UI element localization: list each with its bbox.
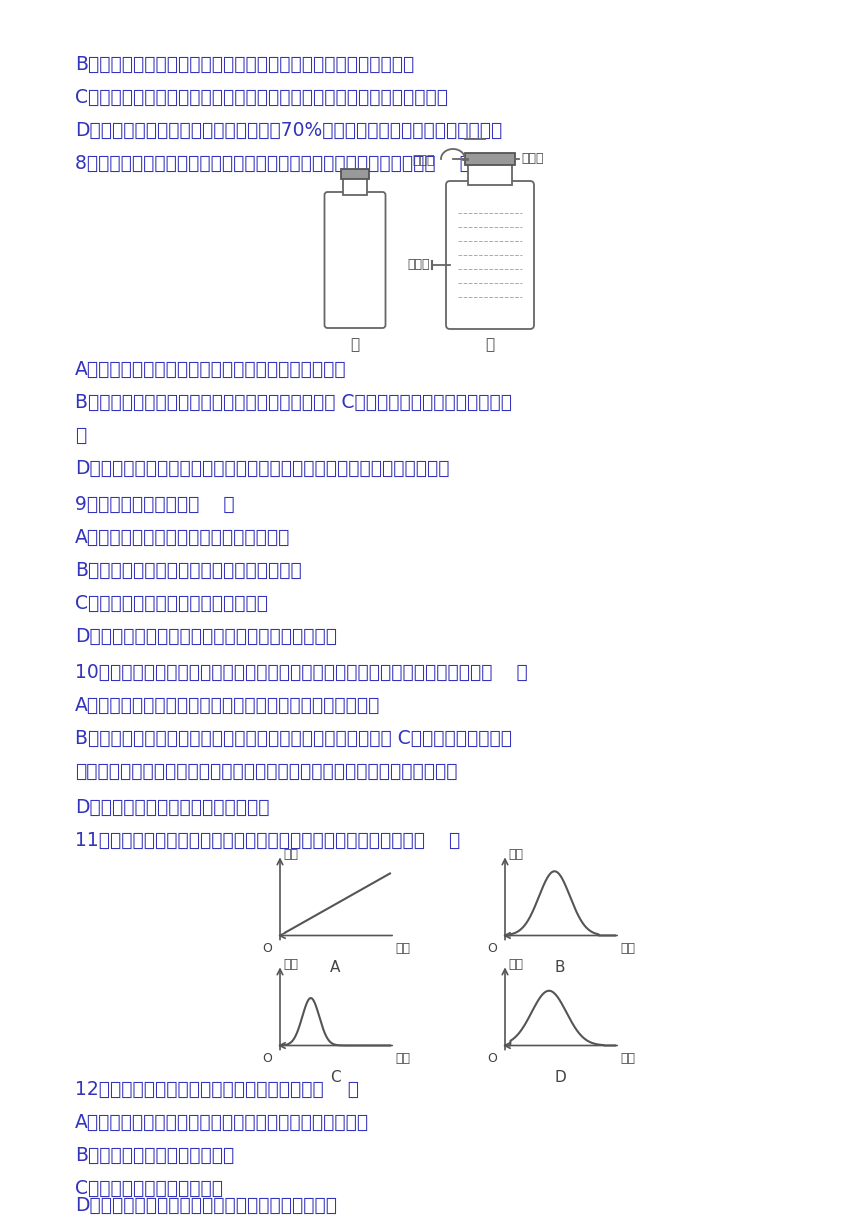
Text: A: A (330, 959, 341, 974)
Text: C．接种环用灼烧的方法灭菌: C．接种环用灼烧的方法灭菌 (75, 1180, 223, 1198)
Text: 排气口: 排气口 (521, 152, 544, 164)
Bar (343, 178, 367, 195)
Text: B．消毒和灭菌实质上是相同的: B．消毒和灭菌实质上是相同的 (75, 1145, 234, 1165)
Text: 作是应用微生物的无氧发酵，而醋酸菌和毛霉则需在有氧条件下才能正常繁殖: 作是应用微生物的无氧发酵，而醋酸菌和毛霉则需在有氧条件下才能正常繁殖 (75, 762, 458, 781)
Text: 甲: 甲 (350, 337, 359, 351)
Text: 样: 样 (75, 426, 86, 445)
Text: D．常用消毒方法有煮沸法、紫外线法、化学药品法: D．常用消毒方法有煮沸法、紫外线法、化学药品法 (75, 1197, 337, 1215)
Text: B: B (555, 959, 565, 974)
Bar (465, 153, 515, 165)
Text: D．装置乙的排气口通过一个长而弯曲的胶管，可防止空气中微生物的污染: D．装置乙的排气口通过一个长而弯曲的胶管，可防止空气中微生物的污染 (75, 458, 450, 478)
Text: B．温度对酵母菌酒精发酵的影响很大，而对醋酸菌的发酵影响不大: B．温度对酵母菌酒精发酵的影响很大，而对醋酸菌的发酵影响不大 (75, 55, 415, 74)
Text: 时间: 时间 (395, 942, 410, 956)
Text: O: O (487, 1053, 497, 1065)
Text: 出料口: 出料口 (408, 259, 430, 271)
Text: B．装置乙可先用于果酒的制作，后用于果醋的制作 C．装置乙中设置出料口是用于取: B．装置乙可先用于果酒的制作，后用于果醋的制作 C．装置乙中设置出料口是用于取 (75, 393, 512, 412)
Text: B．四个发酵过程中只有果酒制作是在完全无氧的条件下完成的 C．泡菜发酵和果酒制: B．四个发酵过程中只有果酒制作是在完全无氧的条件下完成的 C．泡菜发酵和果酒制 (75, 730, 512, 748)
FancyBboxPatch shape (324, 192, 385, 328)
Text: D．腐乳制作时密封进行的是无氧发酵: D．腐乳制作时密封进行的是无氧发酵 (75, 798, 269, 817)
Text: 8．下列实验装置可用于生物技术实践的相关实验，有关叙述错误的是（    ）: 8．下列实验装置可用于生物技术实践的相关实验，有关叙述错误的是（ ） (75, 154, 471, 173)
Text: D．腐乳制作利用了毛霉等微生物的蛋白酶和脂肪酶: D．腐乳制作利用了毛霉等微生物的蛋白酶和脂肪酶 (75, 627, 337, 646)
Text: 时间: 时间 (620, 1053, 635, 1065)
Text: D．制作果酒和果醋时都应用体积分数为70%的酒精对发酵瓶消毒并注意无菌操作: D．制作果酒和果醋时都应用体积分数为70%的酒精对发酵瓶消毒并注意无菌操作 (75, 122, 502, 140)
Text: 9．下列叙述错误的是（    ）: 9．下列叙述错误的是（ ） (75, 495, 235, 514)
Text: 充气口: 充气口 (413, 154, 435, 168)
Text: A．装置甲可用于果酒制作，装置乙不能用于果酒制作: A．装置甲可用于果酒制作，装置乙不能用于果酒制作 (75, 360, 347, 379)
Text: C．泡菜腌制利用了乳酸菌的乳酸发酵: C．泡菜腌制利用了乳酸菌的乳酸发酵 (75, 593, 268, 613)
Bar (341, 169, 369, 179)
Text: 11．下图为泡菜腌制过程中亚硝酸盐含量变化曲线，其中正确的是（    ）: 11．下图为泡菜腌制过程中亚硝酸盐含量变化曲线，其中正确的是（ ） (75, 831, 460, 850)
Text: D: D (554, 1070, 566, 1085)
Text: 时间: 时间 (395, 1053, 410, 1065)
Text: O: O (487, 942, 497, 956)
Text: O: O (262, 1053, 272, 1065)
Text: B．酵母菌在无氧条件下利用葡萄汁产生酒精: B．酵母菌在无氧条件下利用葡萄汁产生酒精 (75, 561, 302, 580)
Text: A．醋酸菌在无氧条件下利用乙醇产生醋酸: A．醋酸菌在无氧条件下利用乙醇产生醋酸 (75, 528, 291, 547)
Text: 12．下列关于消毒和灭菌的说法，不正确的是（    ）: 12．下列关于消毒和灭菌的说法，不正确的是（ ） (75, 1080, 359, 1099)
Text: 时间: 时间 (620, 942, 635, 956)
Text: 10．在制作果酒、果醋、腐乳、泡菜时，发酵过程对氧气的需求，叙述正确的是（    ）: 10．在制作果酒、果醋、腐乳、泡菜时，发酵过程对氧气的需求，叙述正确的是（ ） (75, 663, 528, 682)
Text: 含量: 含量 (283, 848, 298, 861)
Text: 含量: 含量 (283, 957, 298, 970)
Text: 含量: 含量 (508, 848, 523, 861)
Text: O: O (262, 942, 272, 956)
Bar (468, 163, 512, 185)
FancyBboxPatch shape (446, 181, 534, 330)
Text: A．四个过程中，均需氧气参与，无氧时不能完成这四个过程: A．四个过程中，均需氧气参与，无氧时不能完成这四个过程 (75, 696, 380, 715)
Text: C: C (329, 1070, 341, 1085)
Text: C．在变酸的果酒的表面观察到的菌膜可能是醋酸菌在液面大量繁殖形成的: C．在变酸的果酒的表面观察到的菌膜可能是醋酸菌在液面大量繁殖形成的 (75, 88, 448, 107)
Text: A．灭菌是指杀死环境中的一切微生物的细胞、芽孢和孢子: A．灭菌是指杀死环境中的一切微生物的细胞、芽孢和孢子 (75, 1113, 369, 1132)
Text: 含量: 含量 (508, 957, 523, 970)
Text: 乙: 乙 (485, 337, 494, 351)
